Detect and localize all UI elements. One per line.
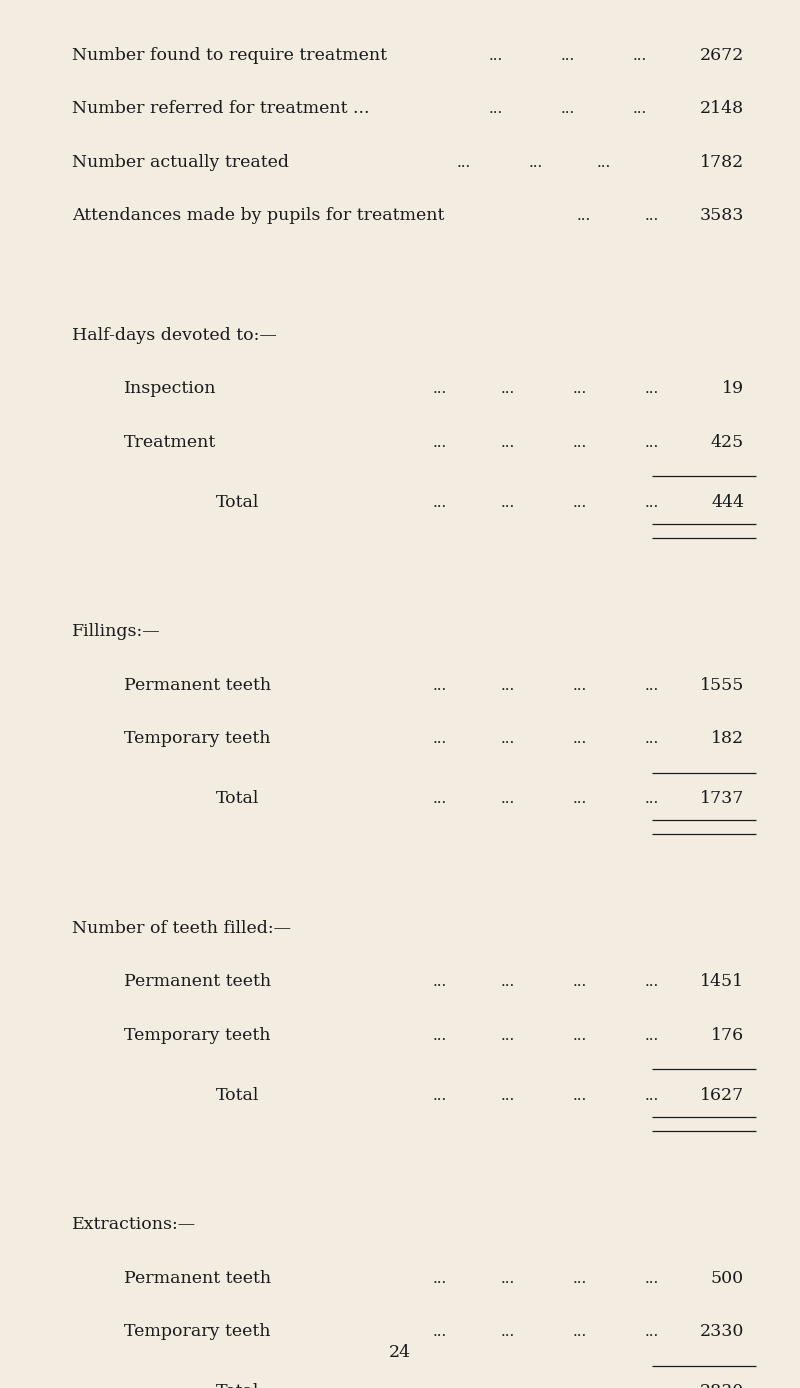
Text: Number referred for treatment ...: Number referred for treatment ... [72,100,370,117]
Text: ...: ... [433,1385,447,1388]
Text: ...: ... [501,496,515,509]
Text: 1555: 1555 [700,677,744,694]
Text: ...: ... [501,1271,515,1285]
Text: ...: ... [489,49,503,62]
Text: ...: ... [573,383,587,397]
Text: 19: 19 [722,380,744,397]
Text: 182: 182 [711,730,744,747]
Text: ...: ... [645,1271,659,1285]
Text: Total: Total [216,1382,259,1388]
Text: ...: ... [501,1385,515,1388]
Text: 2148: 2148 [700,100,744,117]
Text: 2830: 2830 [700,1382,744,1388]
Text: ...: ... [573,733,587,747]
Text: Permanent teeth: Permanent teeth [124,677,271,694]
Text: ...: ... [489,103,503,117]
Text: ...: ... [433,1271,447,1285]
Text: ...: ... [573,976,587,990]
Text: ...: ... [501,793,515,806]
Text: 444: 444 [711,494,744,511]
Text: Attendances made by pupils for treatment: Attendances made by pupils for treatment [72,207,444,223]
Text: ...: ... [561,49,575,62]
Text: ...: ... [501,1088,515,1102]
Text: ...: ... [433,1326,447,1339]
Text: ...: ... [597,155,611,169]
Text: ...: ... [433,436,447,450]
Text: 3583: 3583 [700,207,744,223]
Text: Half-days devoted to:—: Half-days devoted to:— [72,328,277,344]
Text: ...: ... [457,155,471,169]
Text: ...: ... [501,1029,515,1042]
Text: 425: 425 [710,434,744,451]
Text: ...: ... [433,1029,447,1042]
Text: ...: ... [573,679,587,693]
Text: Fillings:—: Fillings:— [72,623,161,640]
Text: ...: ... [645,496,659,509]
Text: ...: ... [577,210,591,223]
Text: ...: ... [433,1088,447,1102]
Text: ...: ... [433,496,447,509]
Text: Total: Total [216,494,259,511]
Text: ...: ... [501,733,515,747]
Text: ...: ... [645,733,659,747]
Text: 1451: 1451 [700,973,744,990]
Text: ...: ... [645,793,659,806]
Text: ...: ... [501,976,515,990]
Text: 1782: 1782 [700,154,744,171]
Text: ...: ... [645,1088,659,1102]
Text: ...: ... [433,976,447,990]
Text: ...: ... [433,383,447,397]
Text: 1627: 1627 [700,1087,744,1103]
Text: ...: ... [645,1029,659,1042]
Text: ...: ... [645,383,659,397]
Text: ...: ... [501,679,515,693]
Text: ...: ... [433,679,447,693]
Text: Total: Total [216,1087,259,1103]
Text: ...: ... [573,793,587,806]
Text: ...: ... [645,1326,659,1339]
Text: Permanent teeth: Permanent teeth [124,1270,271,1287]
Text: 24: 24 [389,1345,411,1362]
Text: Temporary teeth: Temporary teeth [124,730,270,747]
Text: ...: ... [529,155,543,169]
Text: Number actually treated: Number actually treated [72,154,289,171]
Text: ...: ... [573,496,587,509]
Text: Extractions:—: Extractions:— [72,1216,196,1234]
Text: Number of teeth filled:—: Number of teeth filled:— [72,920,291,937]
Text: Treatment: Treatment [124,434,216,451]
Text: Temporary teeth: Temporary teeth [124,1323,270,1341]
Text: ...: ... [501,383,515,397]
Text: ...: ... [501,436,515,450]
Text: Total: Total [216,790,259,808]
Text: ...: ... [645,210,659,223]
Text: ...: ... [433,733,447,747]
Text: ...: ... [645,436,659,450]
Text: ...: ... [573,1029,587,1042]
Text: 500: 500 [711,1270,744,1287]
Text: 2330: 2330 [700,1323,744,1341]
Text: Number found to require treatment: Number found to require treatment [72,47,387,64]
Text: ...: ... [561,103,575,117]
Text: ...: ... [633,49,647,62]
Text: ...: ... [573,1385,587,1388]
Text: ...: ... [645,679,659,693]
Text: ...: ... [433,793,447,806]
Text: Inspection: Inspection [124,380,217,397]
Text: ...: ... [501,1326,515,1339]
Text: ...: ... [573,1271,587,1285]
Text: ...: ... [645,976,659,990]
Text: 1737: 1737 [700,790,744,808]
Text: 2672: 2672 [700,47,744,64]
Text: ...: ... [573,1088,587,1102]
Text: ...: ... [645,1385,659,1388]
Text: Temporary teeth: Temporary teeth [124,1027,270,1044]
Text: Permanent teeth: Permanent teeth [124,973,271,990]
Text: ...: ... [633,103,647,117]
Text: ...: ... [573,436,587,450]
Text: 176: 176 [711,1027,744,1044]
Text: ...: ... [573,1326,587,1339]
